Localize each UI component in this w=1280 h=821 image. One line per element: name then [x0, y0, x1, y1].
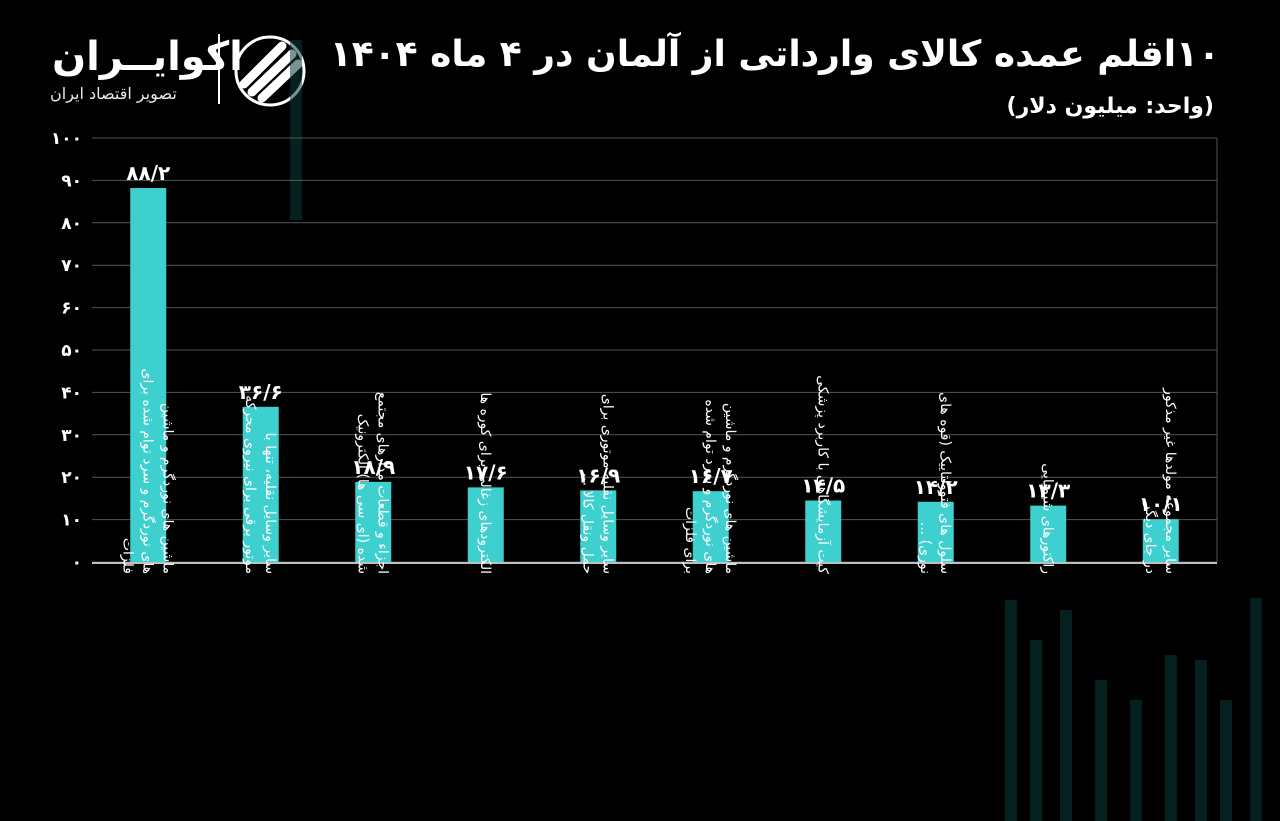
- bar-value-label: ۱۳/۳: [1026, 479, 1070, 503]
- background-candle: [1250, 598, 1262, 821]
- x-category-label-line: کیت آزمایشگاهی با کاربرد پزشکی: [814, 375, 831, 574]
- y-tick-label: ۱۰۰: [51, 129, 82, 149]
- x-category-label-line: سایر مجموعه مولدها غیر مذکور: [1162, 387, 1178, 574]
- y-tick-label: ۳۰: [61, 426, 82, 446]
- x-category-label-line: راکتورهای شیمیایی: [1039, 463, 1055, 574]
- bar-value-label: ۱۴/۲: [914, 475, 958, 499]
- y-tick-label: ۶۰: [61, 299, 82, 319]
- background-candle: [1005, 600, 1017, 821]
- x-category-label: الکترودهای زغالی برای کوره ها: [477, 392, 493, 574]
- bar-value-label: ۱۶/۹: [576, 463, 620, 487]
- x-category-label-line: های نوردگرم و سرد توام شده: [702, 399, 719, 574]
- x-category-label-line: شده (ای سی ها) الکترونیک: [354, 414, 370, 574]
- x-category-label-line: در جای دیگر: [1142, 502, 1159, 574]
- x-category-label-line: های نوردگرم و سرد توام شده برای: [139, 368, 156, 574]
- bar: [580, 490, 617, 562]
- brand-name: اکوایــران: [52, 34, 243, 80]
- y-tick-label: ۵۰: [61, 341, 82, 361]
- bar-value-label: ۱۰/۱: [1139, 492, 1183, 516]
- brand-logo: اکوایــران تصویر اقتصاد ایران: [50, 30, 320, 110]
- bar: [467, 487, 504, 562]
- x-category-label-line: الکترودهای زغالی برای کوره ها: [477, 392, 493, 574]
- brand-tagline: تصویر اقتصاد ایران: [50, 84, 177, 103]
- bar-value-label: ۱۸/۹: [351, 455, 395, 479]
- y-tick-label: ۱۰: [61, 511, 82, 531]
- background-candle: [1030, 640, 1042, 821]
- x-category-label-line: ماشین های نوردگرم و ماشین: [722, 403, 739, 574]
- x-category-label-line: سایر وسایل نقلیه، تنها با: [262, 432, 278, 574]
- background-candle: [1195, 660, 1207, 821]
- bar-value-label: ۱۴/۵: [801, 474, 845, 498]
- background-candle: [1220, 700, 1232, 821]
- logo-divider: [218, 34, 220, 104]
- x-category-label: راکتورهای شیمیایی: [1039, 463, 1055, 574]
- bar: [130, 188, 167, 563]
- background-candle: [1095, 680, 1107, 821]
- background-candle: [1060, 610, 1072, 821]
- x-category-label: سلول های فتوولتاییک (قوه هاینوری) ...: [917, 392, 953, 574]
- x-category-label-line: اجزاء و قطعات مدارهای مجتمع: [374, 392, 390, 574]
- bar: [805, 500, 842, 562]
- chart-title: ۱۰اقلم عمده کالای وارداتی از آلمان در ۴ …: [329, 34, 1220, 75]
- y-tick-label: ۴۰: [61, 383, 82, 403]
- y-tick-label: ۹۰: [61, 171, 82, 191]
- y-tick-label: ۷۰: [61, 256, 82, 276]
- x-category-label-line: حمل ونقل کالا ...: [579, 473, 595, 574]
- x-category-label-line: ماشین های نوردگرم و ماشین: [159, 403, 176, 574]
- y-tick-label: ۰: [72, 553, 82, 573]
- x-category-label-line: موتور برقی برای نیروی محرکه: [242, 395, 258, 574]
- bar: [692, 491, 729, 562]
- y-tick-label: ۲۰: [61, 468, 82, 488]
- bar-value-label: ۳۶/۶: [239, 380, 283, 404]
- x-category-label-line: فلزات: [119, 538, 135, 574]
- y-tick-label: ۸۰: [61, 214, 82, 234]
- bar-value-label: ۱۶/۷: [689, 464, 733, 488]
- x-category-label-line: نوری) ...: [917, 522, 933, 574]
- background-candle: [290, 40, 302, 220]
- bar-value-label: ۸۸/۲: [126, 161, 170, 185]
- bar-value-label: ۱۷/۶: [464, 460, 508, 484]
- x-category-label-line: برای فلزات: [682, 507, 698, 574]
- bar: [1030, 505, 1067, 562]
- x-category-label: کیت آزمایشگاهی با کاربرد پزشکی: [814, 375, 831, 574]
- bar: [355, 481, 392, 562]
- bar: [1142, 519, 1179, 562]
- chart-unit-subtitle: (واحد: میلیون دلار): [1006, 94, 1214, 119]
- bar: [242, 406, 279, 562]
- background-candle: [1130, 700, 1142, 821]
- x-category-label-line: سلول های فتوولتاییک (قوه های: [937, 392, 953, 574]
- bar: [917, 501, 954, 562]
- background-candle: [1165, 655, 1177, 821]
- x-category-label-line: سایر وسایل نقلیه موتوری برای: [599, 394, 615, 574]
